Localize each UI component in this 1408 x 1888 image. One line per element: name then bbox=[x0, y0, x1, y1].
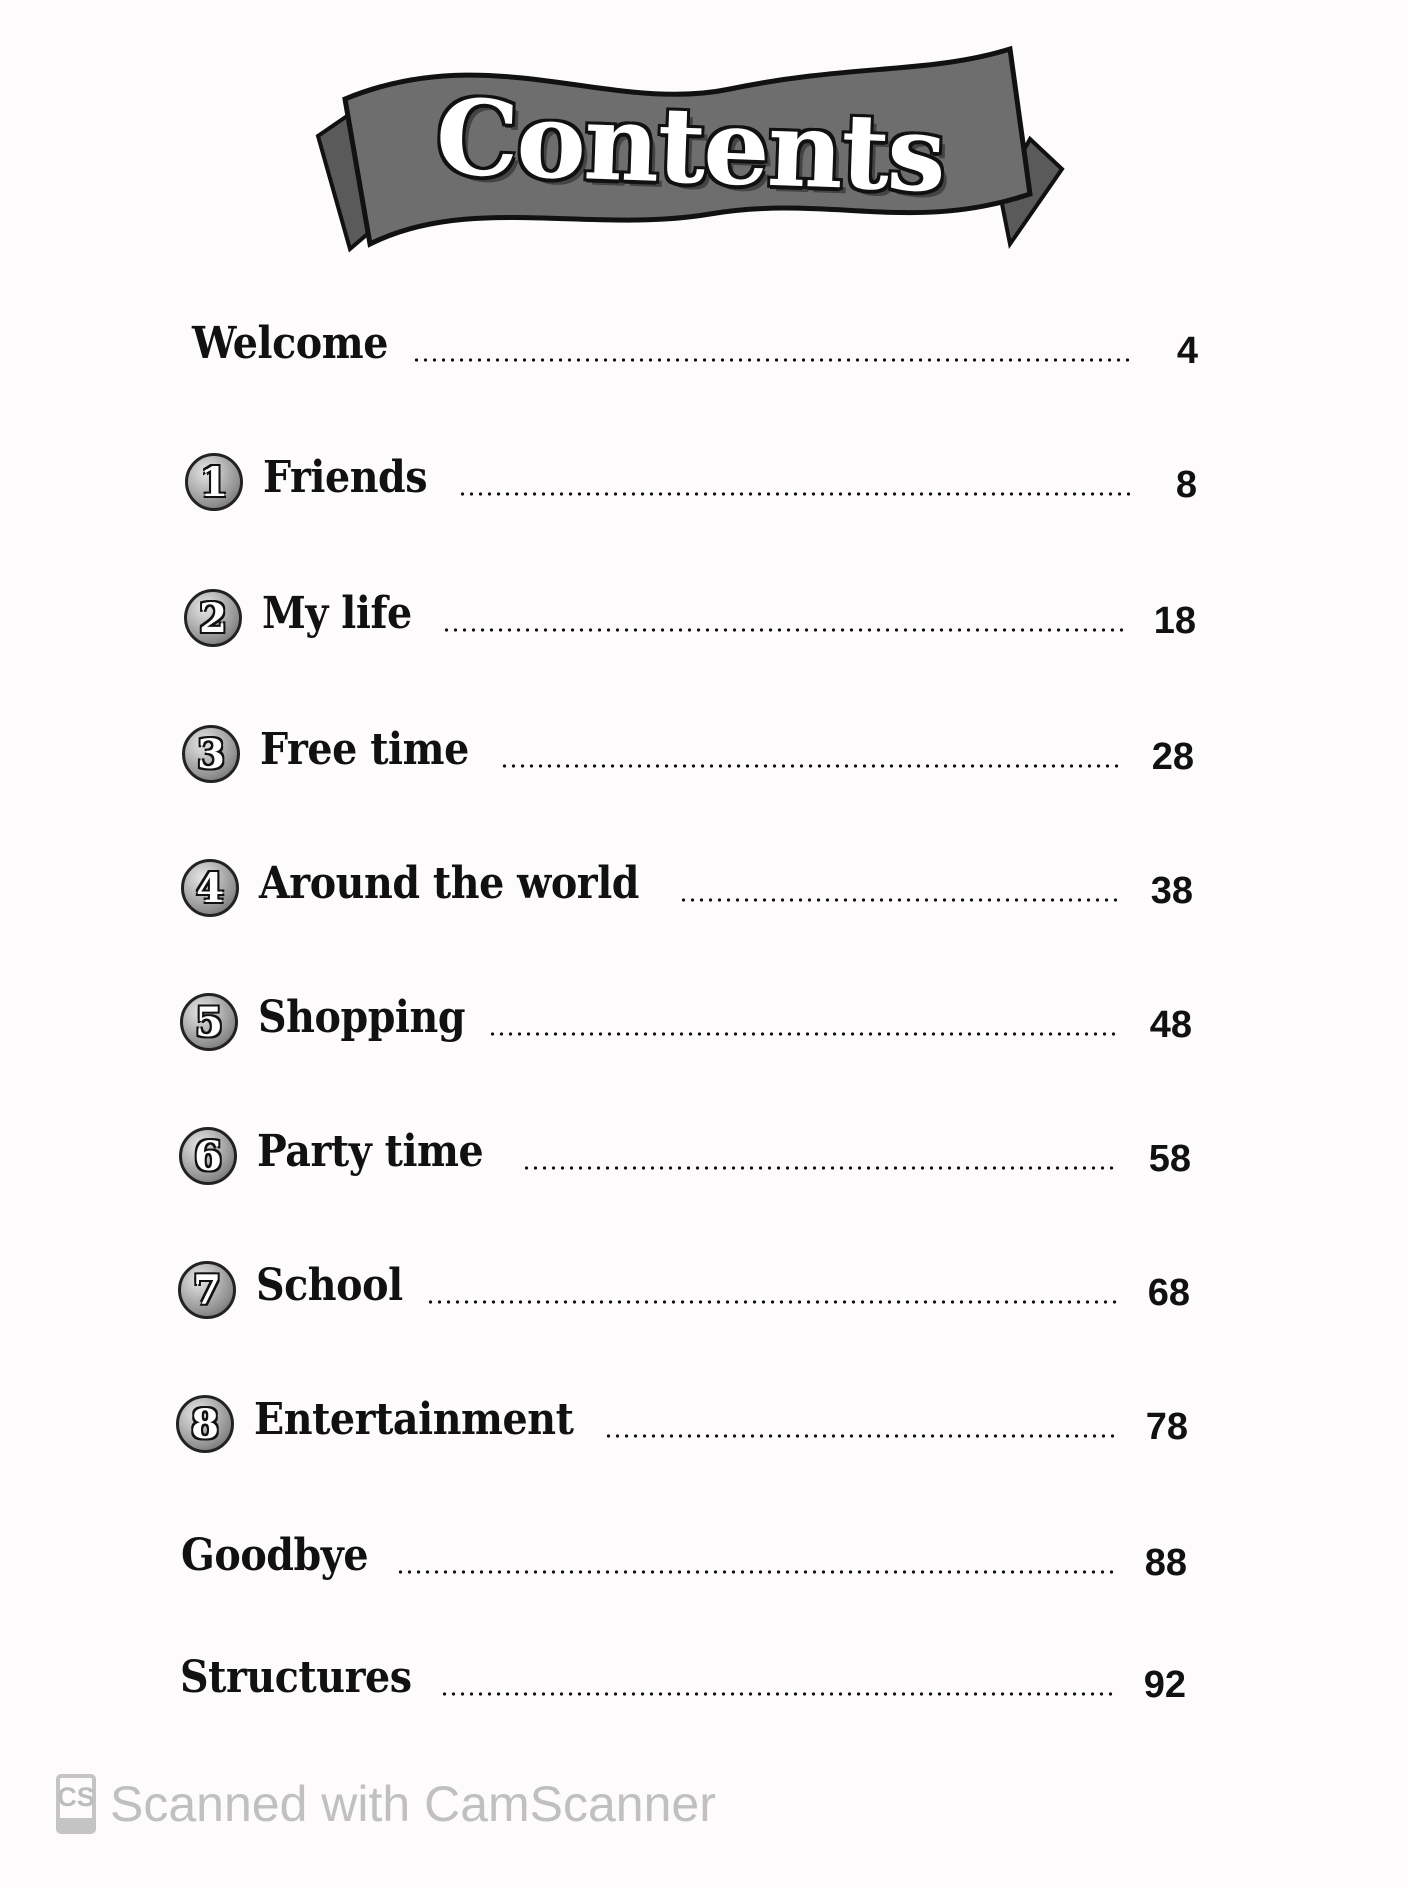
toc-entry[interactable]: 3 Free time 28 bbox=[0, 722, 1408, 786]
chapter-number: 6 bbox=[194, 1132, 222, 1180]
dot-leader bbox=[458, 492, 1133, 496]
camscanner-logo-icon: CS bbox=[56, 1774, 96, 1834]
dot-leader bbox=[440, 1692, 1114, 1696]
entry-title: Party time bbox=[257, 1126, 484, 1177]
chapter-number: 8 bbox=[191, 1400, 219, 1448]
page-number: 4 bbox=[1176, 330, 1198, 372]
page-number: 8 bbox=[1175, 464, 1197, 506]
chapter-number-badge: 7 bbox=[178, 1261, 236, 1319]
dot-leader bbox=[426, 1300, 1118, 1304]
page-number: 18 bbox=[1153, 600, 1196, 642]
page-number: 38 bbox=[1150, 870, 1193, 912]
toc-entry[interactable]: 1 Friends 8 bbox=[0, 450, 1408, 514]
chapter-number-badge: 4 bbox=[181, 859, 239, 917]
dot-leader bbox=[488, 1032, 1120, 1036]
toc-entry[interactable]: Welcome 4 bbox=[0, 316, 1408, 380]
page-number: 78 bbox=[1145, 1406, 1188, 1448]
page-number: 58 bbox=[1148, 1138, 1191, 1180]
dot-leader bbox=[679, 898, 1121, 902]
entry-title: Entertainment bbox=[254, 1394, 574, 1445]
chapter-number-badge: 5 bbox=[180, 993, 238, 1051]
entry-title: Free time bbox=[260, 724, 469, 775]
toc-entry[interactable]: 5 Shopping 48 bbox=[0, 990, 1408, 1054]
chapter-number-badge: 6 bbox=[179, 1127, 237, 1185]
toc-entry[interactable]: 2 My life 18 bbox=[0, 586, 1408, 650]
toc-entry[interactable]: 6 Party time 58 bbox=[0, 1124, 1408, 1188]
page-number: 92 bbox=[1143, 1664, 1186, 1706]
dot-leader bbox=[396, 1570, 1115, 1574]
ribbon-icon bbox=[315, 45, 1065, 253]
toc-entry[interactable]: 7 School 68 bbox=[0, 1258, 1408, 1322]
camscanner-watermark: CS Scanned with CamScanner bbox=[56, 1774, 716, 1834]
entry-title: Shopping bbox=[258, 992, 466, 1043]
dot-leader bbox=[500, 764, 1122, 768]
chapter-number: 3 bbox=[197, 730, 225, 778]
entry-title: Goodbye bbox=[181, 1530, 369, 1581]
chapter-number: 4 bbox=[196, 864, 224, 912]
watermark-text: Scanned with CamScanner bbox=[110, 1776, 716, 1832]
chapter-number-badge: 2 bbox=[184, 589, 242, 647]
chapter-number-badge: 8 bbox=[176, 1395, 234, 1453]
dot-leader bbox=[522, 1166, 1119, 1170]
page-number: 28 bbox=[1151, 736, 1194, 778]
chapter-number: 1 bbox=[200, 458, 228, 506]
chapter-number: 2 bbox=[199, 594, 227, 642]
toc-entry[interactable]: Goodbye 88 bbox=[0, 1528, 1408, 1592]
chapter-number-badge: 1 bbox=[185, 453, 243, 511]
toc-entry[interactable]: 8 Entertainment 78 bbox=[0, 1392, 1408, 1456]
page-number: 68 bbox=[1147, 1272, 1190, 1314]
dot-leader bbox=[412, 358, 1134, 362]
page-number: 48 bbox=[1149, 1004, 1192, 1046]
entry-title: Friends bbox=[263, 452, 428, 503]
page-number: 88 bbox=[1144, 1542, 1187, 1584]
entry-title: Welcome bbox=[192, 318, 388, 369]
chapter-number-badge: 3 bbox=[182, 725, 240, 783]
entry-title: Around the world bbox=[259, 858, 640, 909]
entry-title: My life bbox=[262, 588, 412, 639]
contents-banner: Contents bbox=[310, 44, 1070, 259]
toc-entry[interactable]: Structures 92 bbox=[0, 1650, 1408, 1714]
chapter-number: 5 bbox=[195, 998, 223, 1046]
dot-leader bbox=[604, 1434, 1116, 1438]
entry-title: School bbox=[256, 1260, 403, 1311]
toc-entry[interactable]: 4 Around the world 38 bbox=[0, 856, 1408, 920]
entry-title: Structures bbox=[180, 1652, 412, 1703]
dot-leader bbox=[442, 628, 1124, 632]
chapter-number: 7 bbox=[193, 1266, 221, 1314]
